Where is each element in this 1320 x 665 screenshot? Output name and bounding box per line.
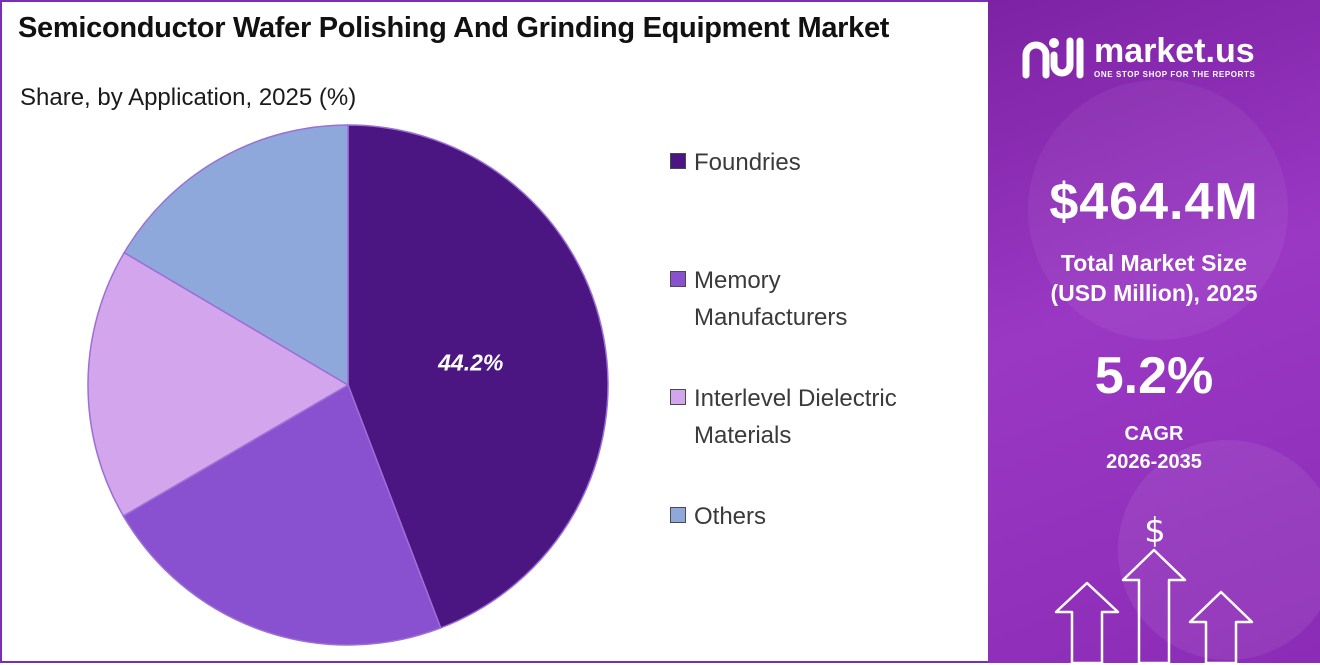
pie-slice-interlevel-dielectric-materials — [87, 251, 350, 517]
legend-label: Memory Manufacturers — [694, 267, 848, 331]
background-decoration — [1028, 80, 1288, 340]
up-arrow-icon — [1121, 548, 1187, 663]
brand-logo: market.us ONE STOP SHOP FOR THE REPORTS — [1022, 34, 1255, 79]
legend-swatch — [670, 507, 686, 523]
pie-slice-others — [123, 124, 349, 387]
cagr-value: 5.2% — [1094, 347, 1214, 405]
legend-swatch — [670, 389, 686, 405]
market-size-value: $464.4M — [1049, 173, 1259, 231]
growth-arrows-graphic: $ — [1054, 511, 1254, 663]
market-us-logo-icon — [1022, 37, 1084, 78]
legend-item: Memory Manufacturers — [670, 262, 894, 336]
cagr-label: CAGR 2026-2035 — [988, 420, 1320, 476]
brand-tagline: ONE STOP SHOP FOR THE REPORTS — [1094, 70, 1256, 79]
pie-slice-foundries — [347, 124, 609, 629]
data-label: 44.2% — [437, 349, 503, 375]
pie-slice-memory-manufacturers — [122, 383, 442, 646]
pie-chart: 44.2% — [87, 124, 609, 646]
background-decoration — [1118, 440, 1320, 660]
legend-label: Others — [694, 503, 767, 530]
market-size-label: Total Market Size (USD Million), 2025 — [988, 248, 1320, 308]
cagr-label-line2: 2026-2035 — [1106, 451, 1202, 473]
cagr-label-line1: CAGR — [1124, 423, 1184, 445]
market-size-label-line2: (USD Million), 2025 — [1050, 280, 1258, 306]
up-arrow-icon — [1054, 581, 1120, 663]
dollar-icon: $ — [1144, 511, 1166, 551]
legend-swatch — [670, 153, 686, 169]
legend-item: Foundries — [670, 144, 954, 181]
brand-name: market.us — [1094, 32, 1255, 70]
chart-panel: Semiconductor Wafer Polishing And Grindi… — [0, 0, 988, 663]
chart-subtitle: Share, by Application, 2025 (%) — [20, 84, 357, 111]
legend-item: Interlevel Dielectric Materials — [670, 380, 954, 454]
legend-swatch — [670, 271, 686, 287]
chart-title: Semiconductor Wafer Polishing And Grindi… — [18, 12, 890, 44]
market-size-label-line1: Total Market Size — [1060, 250, 1248, 276]
legend-label: Interlevel Dielectric Materials — [694, 385, 897, 449]
legend-item: Others — [670, 498, 954, 535]
up-arrow-icon — [1188, 590, 1254, 663]
summary-panel: market.us ONE STOP SHOP FOR THE REPORTS … — [988, 0, 1320, 663]
legend-label: Foundries — [694, 149, 801, 176]
